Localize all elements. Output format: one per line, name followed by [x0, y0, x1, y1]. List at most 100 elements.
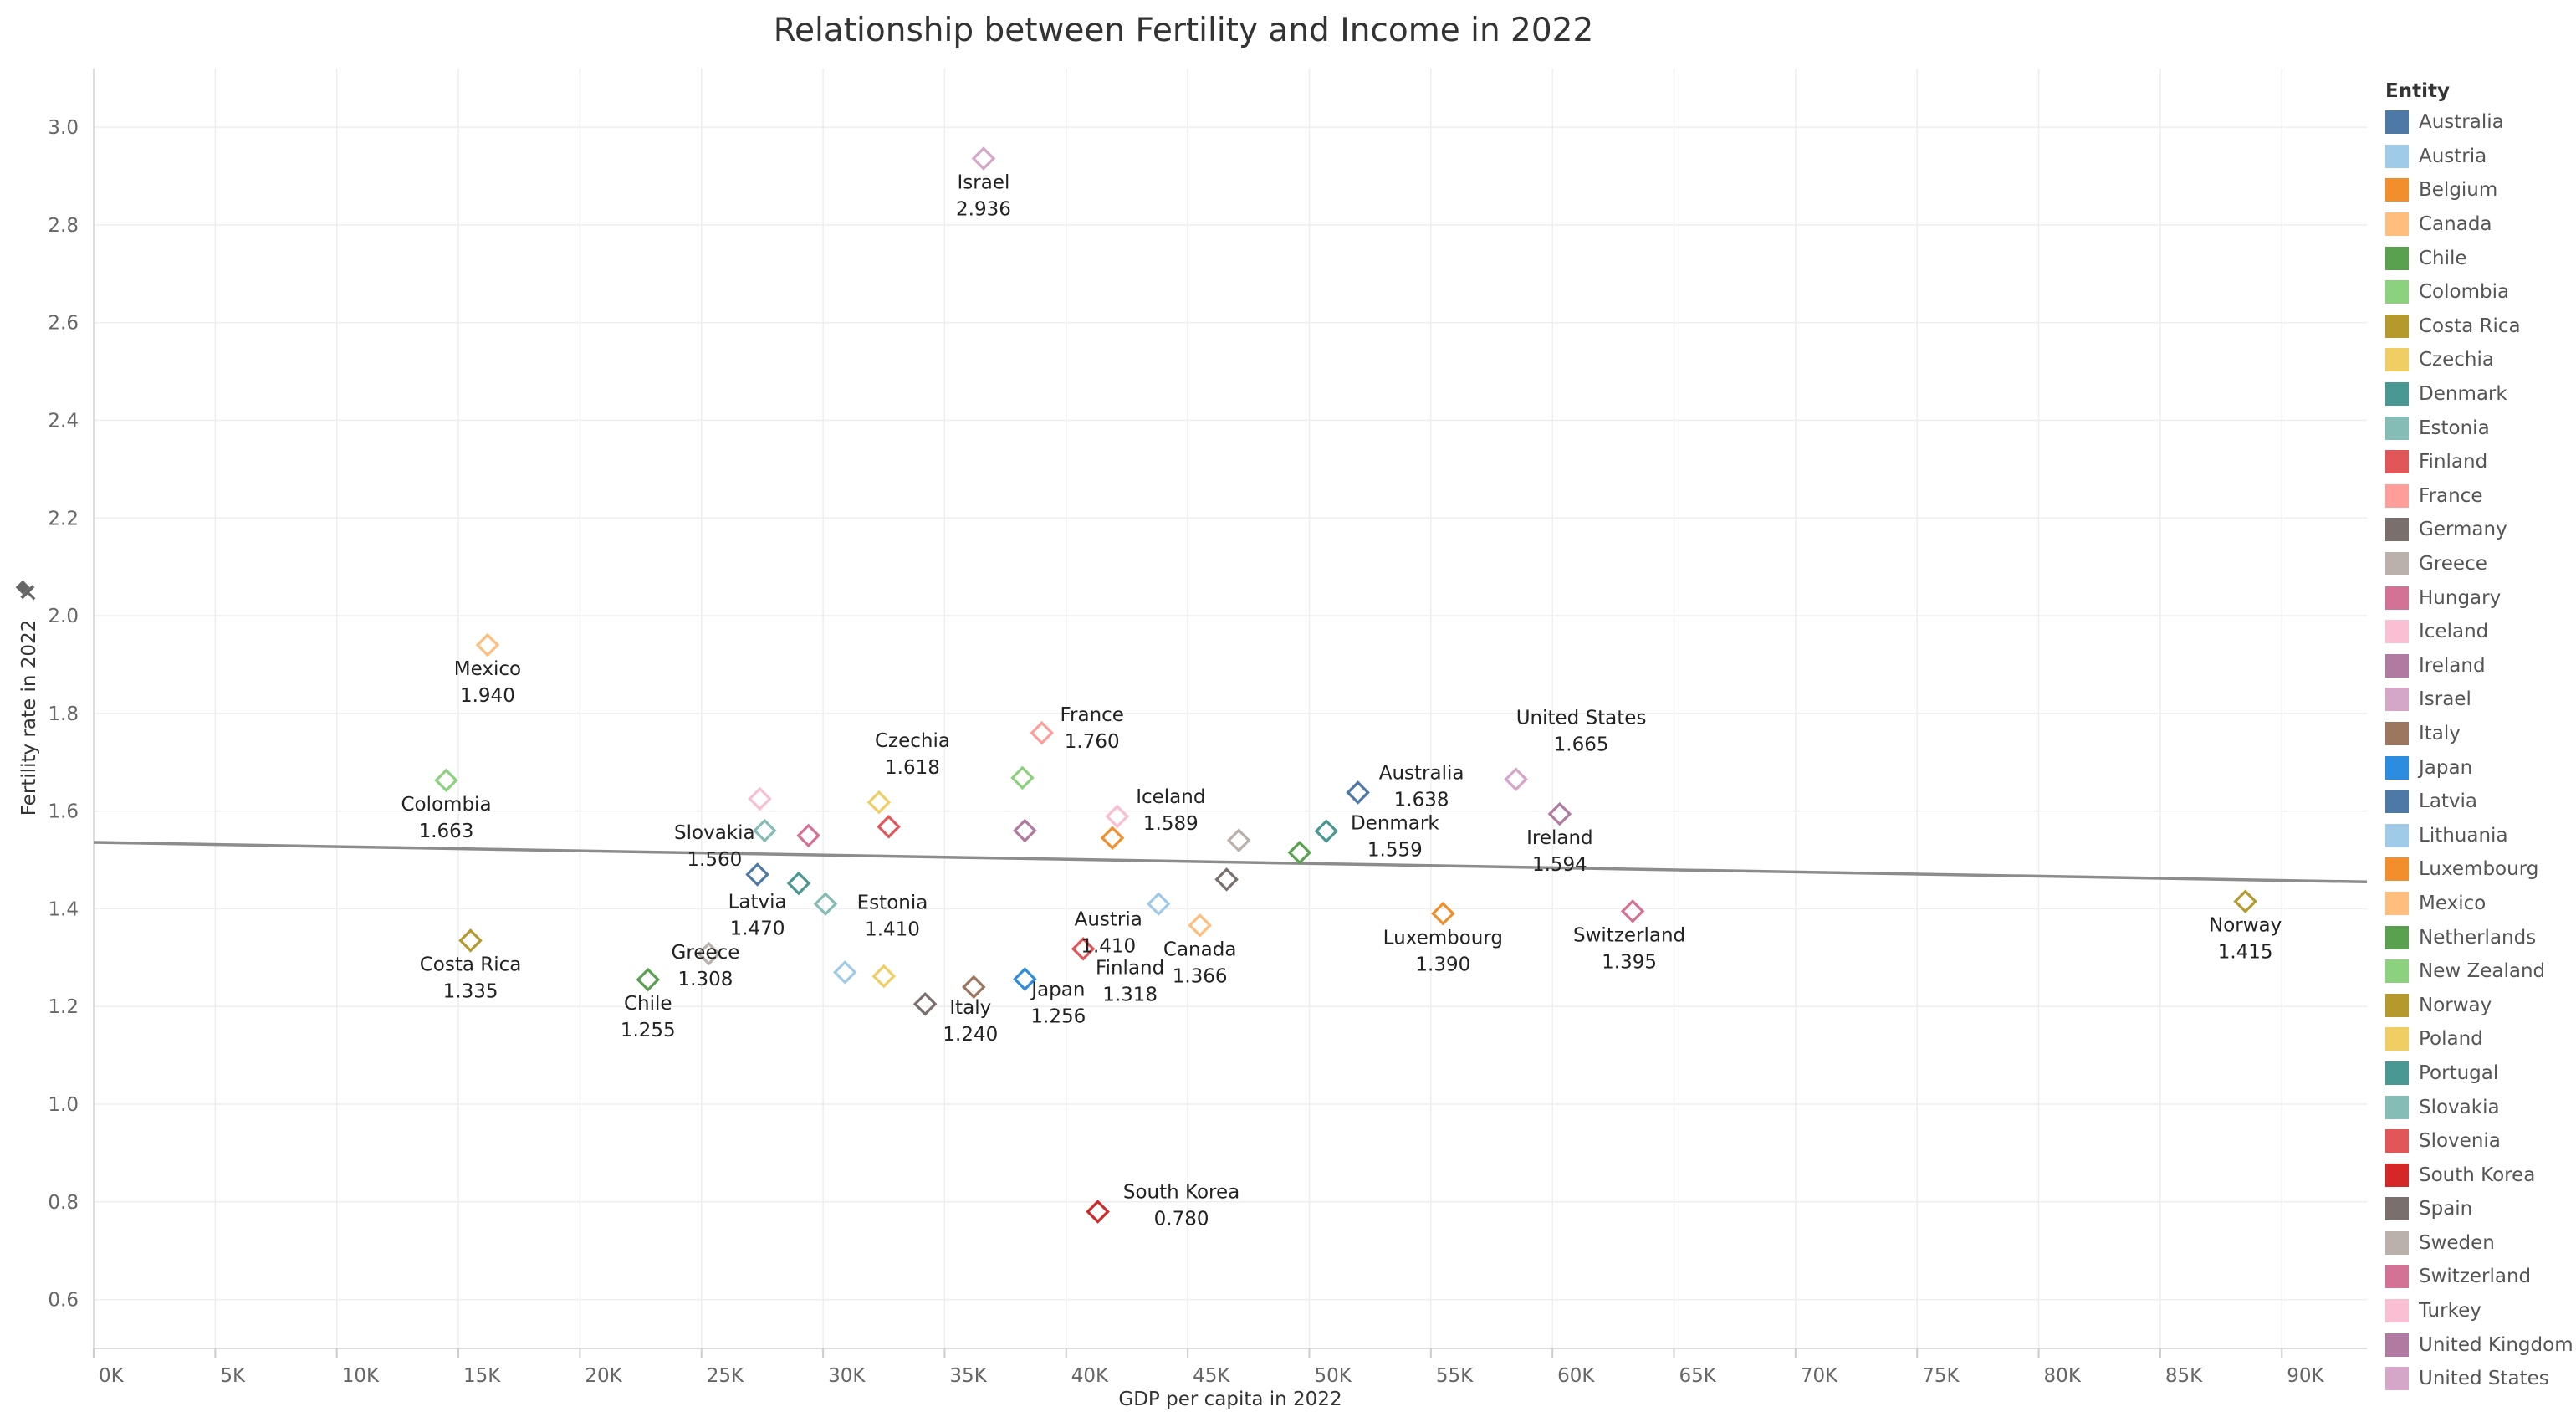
- legend-item-south-korea[interactable]: South Korea: [2385, 1158, 2569, 1192]
- point-south-korea[interactable]: [1086, 1200, 1110, 1224]
- legend-item-belgium[interactable]: Belgium: [2385, 173, 2569, 207]
- legend-swatch: [2385, 1197, 2409, 1221]
- legend-item-portugal[interactable]: Portugal: [2385, 1056, 2569, 1091]
- legend-swatch: [2385, 348, 2409, 372]
- pin-icon[interactable]: [13, 578, 41, 606]
- legend-item-czechia[interactable]: Czechia: [2385, 343, 2569, 377]
- legend-item-turkey[interactable]: Turkey: [2385, 1294, 2569, 1328]
- point-value-norway: 1.415: [2218, 942, 2273, 964]
- legend-item-united-states[interactable]: United States: [2385, 1362, 2569, 1396]
- legend-swatch: [2385, 1163, 2409, 1187]
- point-israel[interactable]: [971, 146, 996, 171]
- legend-item-latvia[interactable]: Latvia: [2385, 785, 2569, 819]
- point-spain[interactable]: [912, 992, 938, 1016]
- point-greece[interactable]: [697, 941, 721, 966]
- legend-item-colombia[interactable]: Colombia: [2385, 275, 2569, 309]
- legend-item-austria[interactable]: Austria: [2385, 140, 2569, 174]
- legend-item-france[interactable]: France: [2385, 479, 2569, 514]
- point-label-canada: Canada: [1163, 939, 1237, 960]
- y-axis-ticks: 0.6 0.8 1.0 1.2 1.4 1.6 1.8 2.0 2.2 2.4 2.6 2.8 3.0: [48, 117, 79, 1312]
- point-new-zealand[interactable]: [1010, 765, 1035, 790]
- point-value-mexico: 1.940: [460, 685, 515, 707]
- legend-item-norway[interactable]: Norway: [2385, 988, 2569, 1022]
- legend-item-denmark[interactable]: Denmark: [2385, 377, 2569, 412]
- point-australia[interactable]: [1346, 780, 1370, 805]
- legend-item-finland[interactable]: Finland: [2385, 445, 2569, 479]
- legend-item-chile[interactable]: Chile: [2385, 241, 2569, 275]
- legend-item-israel[interactable]: Israel: [2385, 683, 2569, 717]
- legend-item-germany[interactable]: Germany: [2385, 513, 2569, 547]
- legend-item-spain[interactable]: Spain: [2385, 1192, 2569, 1226]
- point-portugal[interactable]: [786, 871, 811, 896]
- legend-item-ireland[interactable]: Ireland: [2385, 649, 2569, 683]
- point-hungary[interactable]: [796, 823, 820, 848]
- point-denmark[interactable]: [1314, 819, 1339, 843]
- point-netherlands[interactable]: [1287, 841, 1312, 865]
- legend-label: Australia: [2419, 111, 2504, 134]
- legend-item-switzerland[interactable]: Switzerland: [2385, 1260, 2569, 1294]
- point-estonia[interactable]: [813, 892, 838, 916]
- point-poland[interactable]: [871, 964, 897, 989]
- legend-item-costa-rica[interactable]: Costa Rica: [2385, 309, 2569, 344]
- point-ireland[interactable]: [1547, 801, 1572, 826]
- legend-item-japan[interactable]: Japan: [2385, 750, 2569, 785]
- point-japan[interactable]: [1013, 967, 1037, 991]
- legend-item-slovenia[interactable]: Slovenia: [2385, 1124, 2569, 1159]
- point-finland[interactable]: [1071, 937, 1096, 961]
- legend-item-lithuania[interactable]: Lithuania: [2385, 818, 2569, 852]
- point-belgium[interactable]: [1100, 826, 1125, 851]
- point-luxembourg[interactable]: [1431, 902, 1455, 926]
- point-norway[interactable]: [2233, 889, 2257, 913]
- point-costa-rica[interactable]: [458, 928, 483, 953]
- point-turkey[interactable]: [748, 786, 772, 811]
- x-tick-label: 35K: [949, 1365, 987, 1387]
- point-czechia[interactable]: [866, 790, 892, 815]
- point-mexico[interactable]: [475, 632, 500, 657]
- legend-item-iceland[interactable]: Iceland: [2385, 615, 2569, 649]
- legend-item-luxembourg[interactable]: Luxembourg: [2385, 852, 2569, 887]
- point-united-kingdom[interactable]: [1013, 818, 1037, 843]
- legend-item-slovakia[interactable]: Slovakia: [2385, 1090, 2569, 1124]
- legend-item-canada[interactable]: Canada: [2385, 207, 2569, 242]
- y-tick-label: 0.8: [48, 1192, 79, 1214]
- point-latvia[interactable]: [745, 862, 769, 887]
- legend-item-italy[interactable]: Italy: [2385, 717, 2569, 751]
- point-slovakia[interactable]: [753, 818, 777, 843]
- point-france[interactable]: [1030, 720, 1054, 745]
- point-germany[interactable]: [1214, 867, 1239, 892]
- point-united-states[interactable]: [1504, 767, 1528, 791]
- legend-swatch: [2385, 790, 2409, 814]
- y-tick-label: 2.2: [48, 508, 79, 529]
- legend-item-netherlands[interactable]: Netherlands: [2385, 920, 2569, 954]
- point-label-japan: Japan: [1030, 980, 1085, 1001]
- legend-item-estonia[interactable]: Estonia: [2385, 411, 2569, 445]
- legend-swatch: [2385, 450, 2409, 474]
- legend-item-mexico[interactable]: Mexico: [2385, 887, 2569, 921]
- point-switzerland[interactable]: [1620, 899, 1645, 923]
- legend-swatch: [2385, 586, 2409, 610]
- legend-swatch: [2385, 280, 2409, 304]
- legend-item-sweden[interactable]: Sweden: [2385, 1226, 2569, 1261]
- point-sweden[interactable]: [1226, 828, 1251, 852]
- legend-item-poland[interactable]: Poland: [2385, 1022, 2569, 1056]
- point-chile[interactable]: [636, 967, 661, 992]
- point-label-czechia: Czechia: [875, 730, 950, 752]
- point-italy[interactable]: [962, 975, 986, 1000]
- point-lithuania[interactable]: [832, 960, 857, 985]
- point-slovenia[interactable]: [877, 815, 901, 839]
- point-austria[interactable]: [1146, 892, 1171, 916]
- legend-item-united-kingdom[interactable]: United Kingdom: [2385, 1327, 2573, 1362]
- point-iceland[interactable]: [1105, 804, 1130, 829]
- point-colombia[interactable]: [434, 768, 458, 793]
- legend-item-new-zealand[interactable]: New Zealand: [2385, 954, 2569, 989]
- point-label-iceland: Iceland: [1136, 786, 1205, 808]
- legend-item-greece[interactable]: Greece: [2385, 547, 2569, 581]
- legend-swatch: [2385, 178, 2409, 202]
- legend-label: New Zealand: [2419, 960, 2546, 983]
- scatter-plot: 0K 5K 10K 15K 20K 25K 30K 35K 40K 45K 50K 55K 60K 65K…: [13, 69, 2368, 1410]
- point-value-iceland: 1.589: [1143, 813, 1199, 835]
- legend-item-australia[interactable]: Australia: [2385, 105, 2569, 140]
- legend-label: Turkey: [2419, 1300, 2481, 1322]
- point-canada[interactable]: [1188, 913, 1212, 938]
- legend-item-hungary[interactable]: Hungary: [2385, 581, 2569, 615]
